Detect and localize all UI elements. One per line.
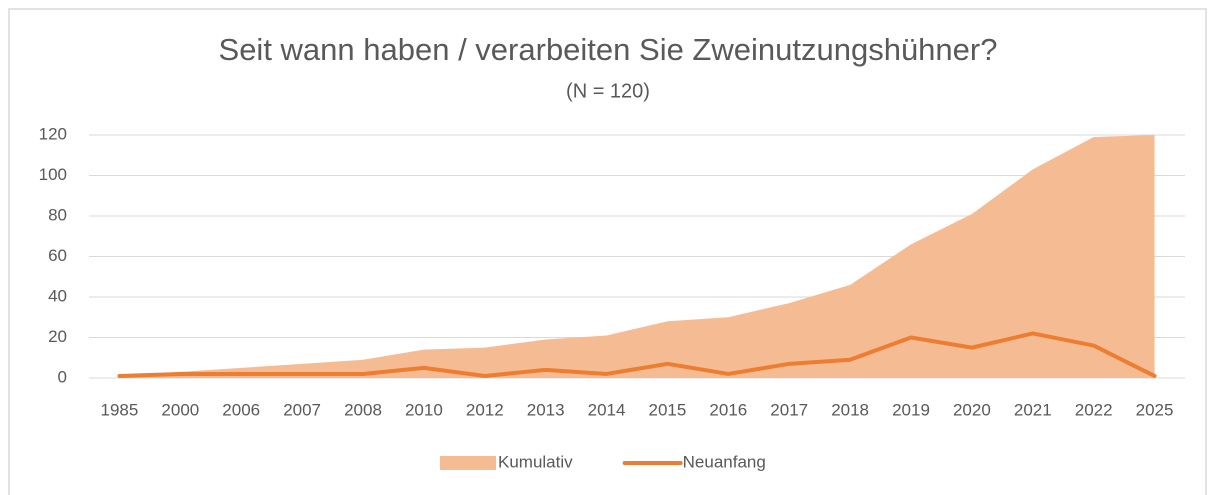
legend-label: Neuanfang xyxy=(683,452,766,471)
y-tick-label: 20 xyxy=(48,327,67,346)
x-tick-label: 2012 xyxy=(466,400,504,419)
x-tick-label: 2000 xyxy=(161,400,199,419)
legend-swatch xyxy=(440,456,496,470)
x-tick-label: 2018 xyxy=(831,400,869,419)
area xyxy=(119,135,1155,378)
x-tick-label: 2016 xyxy=(709,400,747,419)
y-tick-label: 80 xyxy=(48,205,67,224)
x-tick-label: 2013 xyxy=(527,400,565,419)
x-tick-label: 2006 xyxy=(222,400,260,419)
y-tick-label: 0 xyxy=(58,367,67,386)
x-tick-label: 2019 xyxy=(892,400,930,419)
x-tick-label: 2017 xyxy=(770,400,808,419)
x-tick-label: 2025 xyxy=(1136,400,1174,419)
x-tick-label: 2015 xyxy=(649,400,687,419)
chart-border xyxy=(8,8,1207,495)
x-tick-label: 2007 xyxy=(283,400,321,419)
x-tick-label: 2008 xyxy=(344,400,382,419)
legend-label: Kumulativ xyxy=(498,452,573,471)
x-tick-label: 2021 xyxy=(1014,400,1052,419)
chart-subtitle: (N = 120) xyxy=(566,80,650,102)
x-tick-label: 2010 xyxy=(405,400,443,419)
y-tick-label: 120 xyxy=(39,124,67,143)
line xyxy=(117,331,1157,378)
x-tick-label: 2022 xyxy=(1075,400,1113,419)
y-tick-label: 60 xyxy=(48,246,67,265)
chart-title: Seit wann haben / verarbeiten Sie Zweinu… xyxy=(219,32,998,67)
y-tick-label: 40 xyxy=(48,286,67,305)
y-tick-label: 100 xyxy=(39,165,67,184)
x-tick-label: 2020 xyxy=(953,400,991,419)
x-tick-label: 2014 xyxy=(588,400,626,419)
x-tick-label: 1985 xyxy=(101,400,139,419)
